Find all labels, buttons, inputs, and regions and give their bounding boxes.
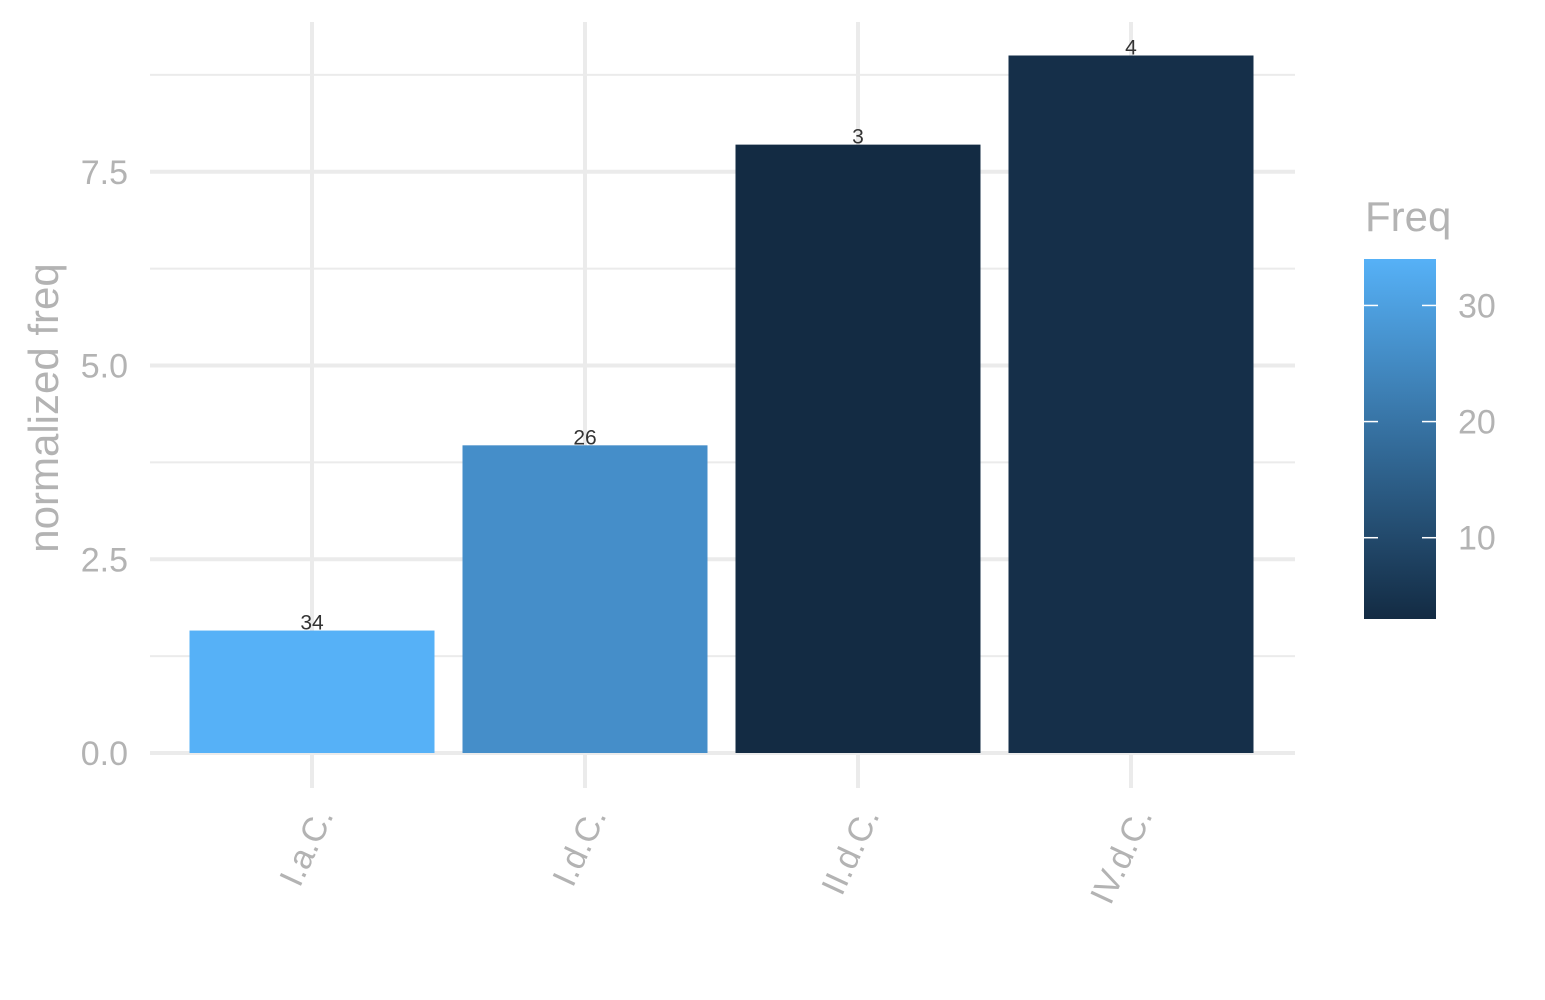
y-tick-label: 2.5 — [81, 541, 128, 579]
y-axis-tick-labels: 0.0 2.5 5.0 7.5 — [81, 154, 128, 773]
color-legend: Freq 10 20 30 — [1364, 193, 1496, 619]
x-tick-label: I.d.C. — [545, 802, 614, 892]
legend-tick-label: 10 — [1458, 520, 1496, 558]
y-axis-title: normalized freq — [20, 263, 67, 552]
x-tick-label: I.a.C. — [272, 802, 341, 892]
bar-idc — [462, 445, 708, 753]
bars — [189, 55, 1254, 753]
y-tick-label: 0.0 — [81, 735, 128, 773]
data-label: 3 — [852, 126, 864, 149]
bar-iac — [189, 630, 435, 753]
data-label: 26 — [573, 426, 596, 449]
bar-ivdc — [1008, 55, 1254, 753]
legend-ticks: 10 20 30 — [1364, 287, 1496, 558]
data-label: 34 — [300, 612, 324, 635]
x-tick-label: II.d.C. — [814, 802, 887, 900]
x-axis-tick-labels: I.a.C. I.d.C. II.d.C. IV.d.C. — [272, 802, 1160, 909]
x-tick-label: IV.d.C. — [1083, 802, 1160, 909]
legend-colorbar — [1364, 259, 1436, 619]
legend-title: Freq — [1365, 193, 1451, 240]
bar-iidc — [735, 144, 981, 753]
legend-tick-label: 30 — [1458, 287, 1496, 325]
data-label: 4 — [1125, 37, 1137, 60]
y-tick-label: 7.5 — [81, 154, 128, 192]
y-tick-label: 5.0 — [81, 348, 128, 386]
legend-tick-label: 20 — [1458, 404, 1496, 442]
